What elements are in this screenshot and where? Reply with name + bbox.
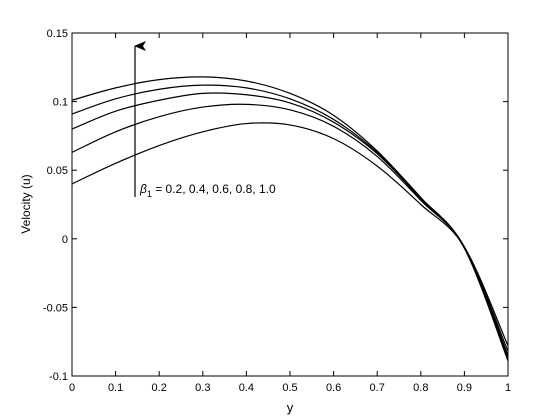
- y-tick-label: -0.05: [43, 302, 68, 314]
- x-tick-label: 0.7: [370, 382, 385, 394]
- x-tick-label: 0.8: [413, 382, 428, 394]
- x-tick-label: 0.5: [282, 382, 297, 394]
- annotation-text: = 0.2, 0.4, 0.6, 0.8, 1.0: [152, 182, 276, 196]
- x-tick-label: 0.9: [457, 382, 472, 394]
- annotation: β1 = 0.2, 0.4, 0.6, 0.8, 1.0: [139, 182, 276, 199]
- y-axis-label: Velocity (u): [19, 174, 33, 233]
- line-series: [71, 122, 509, 347]
- x-tick-label: 0.6: [326, 382, 341, 394]
- x-tick-label: 0.2: [152, 382, 167, 394]
- x-tick-label: 1: [505, 382, 511, 394]
- annotation-symbol: β: [139, 182, 147, 196]
- y-tick-label: 0.05: [47, 165, 68, 177]
- x-tick-label: 0.4: [239, 382, 254, 394]
- y-tick-label: 0.1: [53, 97, 68, 109]
- x-axis-label: y: [287, 400, 294, 415]
- plot-frame: [71, 32, 509, 377]
- y-tick-label: -0.1: [49, 371, 68, 383]
- x-tick-label: 0.1: [108, 382, 123, 394]
- y-tick-label: 0.15: [47, 28, 68, 40]
- x-tick-label: 0: [69, 382, 75, 394]
- annotation-subscript: 1: [147, 189, 152, 199]
- y-tick-label: 0: [62, 234, 68, 246]
- line-series: [71, 76, 509, 362]
- x-tick-label: 0.3: [195, 382, 210, 394]
